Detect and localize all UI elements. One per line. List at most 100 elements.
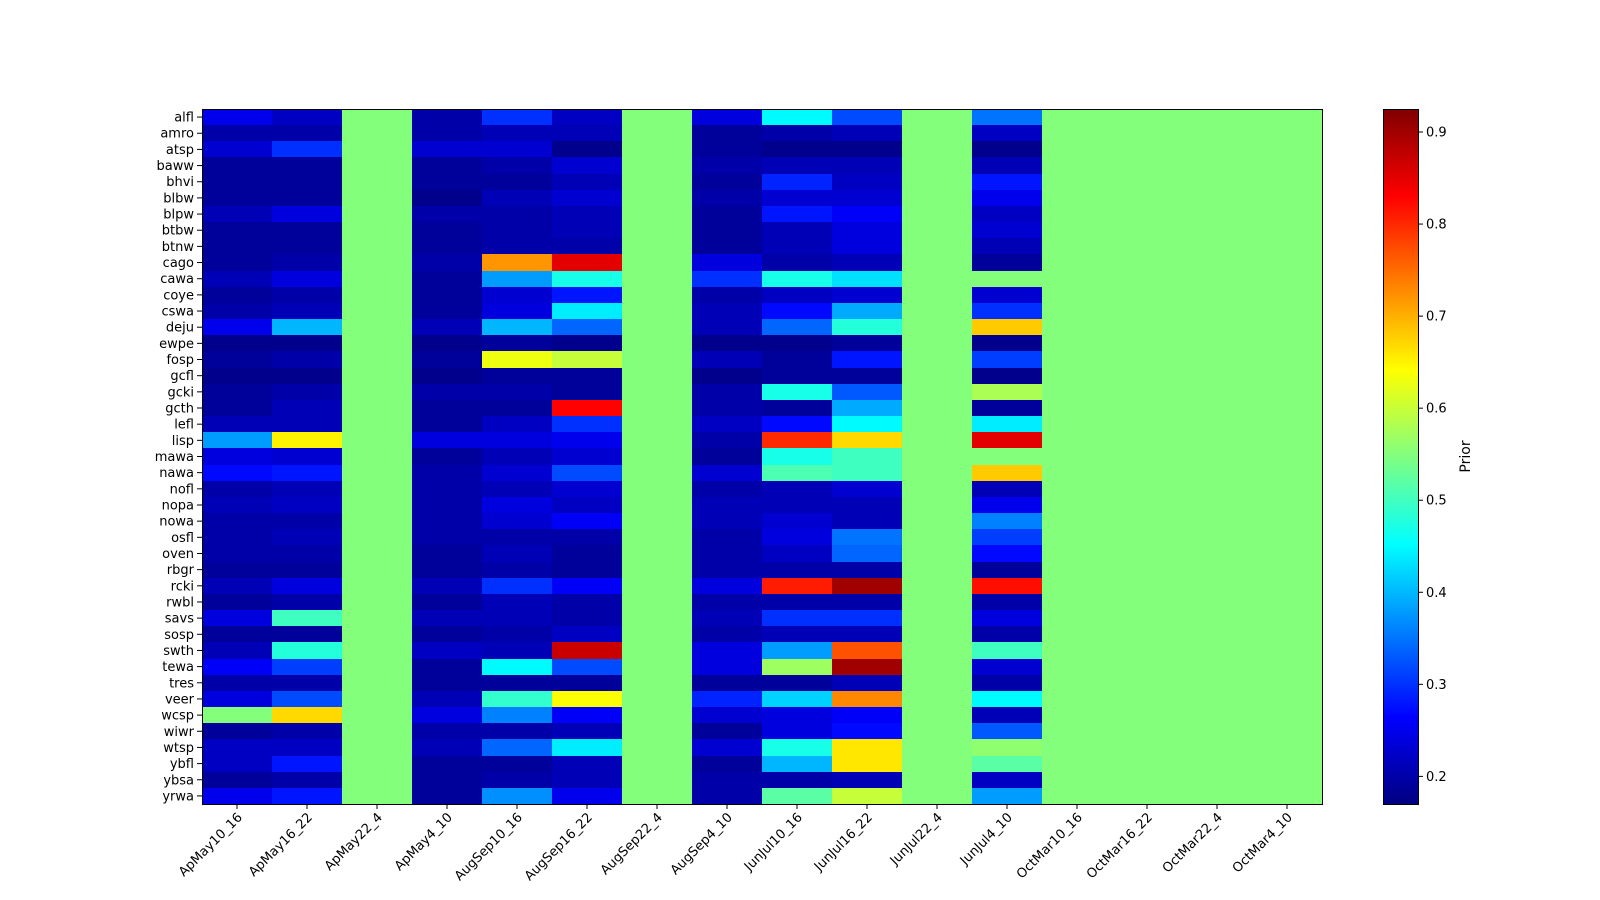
- heatmap-cell: [972, 254, 1043, 272]
- heatmap-cell: [1042, 432, 1113, 449]
- heatmap-cell: [412, 642, 483, 660]
- heatmap-cell: [1252, 109, 1323, 126]
- colorbar-tick-label: 0.3: [1426, 678, 1447, 693]
- heatmap-cells: [202, 109, 1323, 805]
- heatmap-cell: [972, 545, 1043, 563]
- heatmap-cell: [552, 545, 623, 563]
- heatmap-cell: [482, 659, 553, 676]
- heatmap-cell: [342, 529, 413, 546]
- heatmap-cell: [1182, 141, 1253, 158]
- heatmap-cell: [1182, 335, 1253, 352]
- heatmap-cell: [202, 319, 273, 336]
- heatmap-cell: [622, 254, 693, 272]
- heatmap-cell: [272, 578, 343, 595]
- heatmap-cell: [342, 271, 413, 288]
- heatmap-cell: [482, 707, 553, 724]
- heatmap-cell: [552, 157, 623, 175]
- heatmap-cell: [622, 238, 693, 255]
- heatmap-cell: [1182, 190, 1253, 207]
- heatmap-cell: [1252, 416, 1323, 433]
- heatmap-cell: [412, 691, 483, 708]
- heatmap-cell: [342, 772, 413, 789]
- heatmap-cell: [412, 659, 483, 676]
- heatmap-cell: [1042, 335, 1113, 352]
- heatmap-cell: [412, 675, 483, 692]
- heatmap-cell: [1112, 594, 1183, 611]
- heatmap-cell: [832, 141, 903, 158]
- y-tick-label: lefl: [174, 418, 194, 433]
- heatmap-cell: [1252, 642, 1323, 660]
- heatmap-cell: [832, 642, 903, 660]
- heatmap-cell: [832, 351, 903, 369]
- heatmap-cell: [1112, 513, 1183, 530]
- heatmap-cell: [552, 594, 623, 611]
- heatmap-cell: [692, 109, 763, 126]
- heatmap-cell: [692, 141, 763, 158]
- heatmap-cell: [552, 319, 623, 336]
- heatmap-cell: [832, 610, 903, 627]
- heatmap-cell: [1252, 772, 1323, 789]
- heatmap-cell: [482, 642, 553, 660]
- heatmap-cell: [342, 481, 413, 498]
- heatmap-cell: [832, 238, 903, 255]
- heatmap-cell: [622, 594, 693, 611]
- heatmap-cell: [202, 368, 273, 385]
- heatmap-cell: [762, 238, 833, 255]
- heatmap-cell: [1112, 642, 1183, 660]
- heatmap-cell: [1252, 384, 1323, 401]
- heatmap-cell: [1112, 303, 1183, 320]
- y-tick-label: ewpe: [159, 337, 194, 352]
- heatmap-cell: [1042, 287, 1113, 304]
- heatmap-cell: [1042, 529, 1113, 546]
- heatmap-cell: [552, 416, 623, 433]
- heatmap-cell: [1112, 319, 1183, 336]
- heatmap-cell: [342, 756, 413, 773]
- heatmap-cell: [482, 723, 553, 740]
- heatmap-cell: [832, 756, 903, 773]
- heatmap-cell: [832, 190, 903, 207]
- heatmap-cell: [552, 788, 623, 805]
- heatmap-cell: [1182, 319, 1253, 336]
- colorbar-tick-label: 0.6: [1426, 402, 1447, 417]
- heatmap-cell: [762, 271, 833, 288]
- y-tick-label: tres: [169, 676, 194, 691]
- heatmap-cell: [272, 271, 343, 288]
- heatmap-cell: [622, 368, 693, 385]
- heatmap-cell: [272, 642, 343, 660]
- heatmap-cell: [1042, 578, 1113, 595]
- heatmap-cell: [552, 529, 623, 546]
- heatmap-cell: [902, 238, 973, 255]
- heatmap-cell: [832, 287, 903, 304]
- heatmap-cell: [552, 610, 623, 627]
- heatmap-cell: [412, 545, 483, 563]
- heatmap-cell: [1042, 319, 1113, 336]
- heatmap-cell: [552, 481, 623, 498]
- heatmap-cell: [972, 497, 1043, 514]
- heatmap-cell: [622, 465, 693, 482]
- heatmap-cell: [622, 707, 693, 724]
- heatmap-cell: [692, 190, 763, 207]
- heatmap-cell: [412, 125, 483, 142]
- heatmap-cell: [552, 691, 623, 708]
- heatmap-cell: [1112, 448, 1183, 466]
- heatmap-cell: [1182, 481, 1253, 498]
- heatmap-cell: [762, 400, 833, 417]
- heatmap-cell: [1252, 675, 1323, 692]
- heatmap-cell: [1042, 772, 1113, 789]
- heatmap-cell: [482, 335, 553, 352]
- heatmap-cell: [202, 271, 273, 288]
- heatmap-cell: [412, 739, 483, 757]
- heatmap-cell: [1112, 109, 1183, 126]
- heatmap-cell: [622, 125, 693, 142]
- heatmap-cell: [832, 691, 903, 708]
- heatmap-cell: [972, 562, 1043, 579]
- heatmap-cell: [1182, 109, 1253, 126]
- heatmap-cell: [1182, 642, 1253, 660]
- heatmap-cell: [622, 642, 693, 660]
- heatmap-cell: [762, 448, 833, 466]
- heatmap-cell: [1112, 287, 1183, 304]
- heatmap-cell: [1112, 351, 1183, 369]
- heatmap-cell: [1112, 206, 1183, 223]
- heatmap-cell: [1182, 432, 1253, 449]
- heatmap-cell: [1182, 513, 1253, 530]
